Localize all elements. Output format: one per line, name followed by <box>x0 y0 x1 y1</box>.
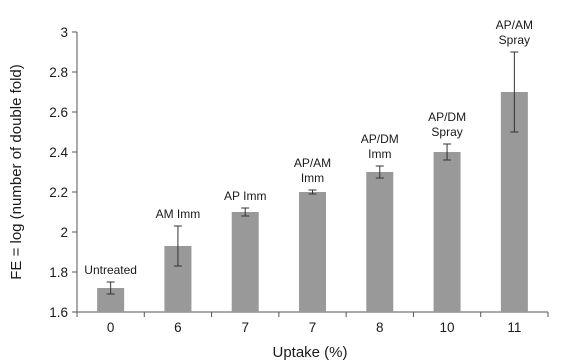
x-tick-label: 7 <box>309 320 317 335</box>
bar-annotation-label: AP/DM Spray <box>428 110 466 139</box>
x-tick-label: 11 <box>507 320 521 335</box>
error-bars-group <box>106 51 519 295</box>
bar <box>231 212 259 312</box>
y-tick-label: 3 <box>60 25 68 40</box>
error-bar <box>308 189 317 195</box>
bars-group <box>97 92 528 312</box>
bar-annotation-label: AP/AM Imm <box>294 156 331 185</box>
x-tick-label: 6 <box>174 320 182 335</box>
y-axis: 1.6 1.8 2 2.2 2.4 2.6 2.8 3 <box>49 25 78 320</box>
y-tick-label: 1.6 <box>49 305 68 320</box>
error-bar <box>173 225 182 267</box>
y-axis-label: FE = log (number of double fold) <box>8 64 25 280</box>
bar-annotation-label: AP/DM Imm <box>361 132 399 161</box>
error-bar <box>241 207 250 217</box>
bar-labels-group: Untreated AM Imm AP Imm AP/AM Imm AP/DM Imm AP/… <box>84 18 533 277</box>
y-tick-label: 2.8 <box>49 65 68 80</box>
bar <box>433 152 461 312</box>
x-axis-label: Uptake (%) <box>272 344 347 361</box>
bar-annotation-label: Untreated <box>84 263 137 277</box>
x-tick-label: 0 <box>107 320 115 335</box>
y-tick-label: 2.6 <box>49 105 68 120</box>
error-bar <box>106 281 115 295</box>
bar-annotation-label: AP Imm <box>224 189 266 203</box>
error-bar <box>510 51 519 133</box>
bar-annotation-label: AM Imm <box>156 207 201 221</box>
x-tick-label: 8 <box>376 320 384 335</box>
y-tick-label: 1.8 <box>49 265 68 280</box>
y-tick-label: 2.4 <box>49 145 68 160</box>
y-tick-label: 2 <box>60 225 68 240</box>
bar-annotation-label: AP/AM Spray <box>496 18 533 47</box>
x-axis: 0 6 7 7 8 10 11 <box>76 311 549 335</box>
error-bar <box>443 143 452 161</box>
bar <box>299 192 326 312</box>
x-tick-label: 7 <box>241 320 249 335</box>
error-bar <box>375 165 384 179</box>
bar <box>366 172 394 312</box>
x-tick-label: 10 <box>440 320 455 335</box>
y-tick-label: 2.2 <box>49 185 68 200</box>
